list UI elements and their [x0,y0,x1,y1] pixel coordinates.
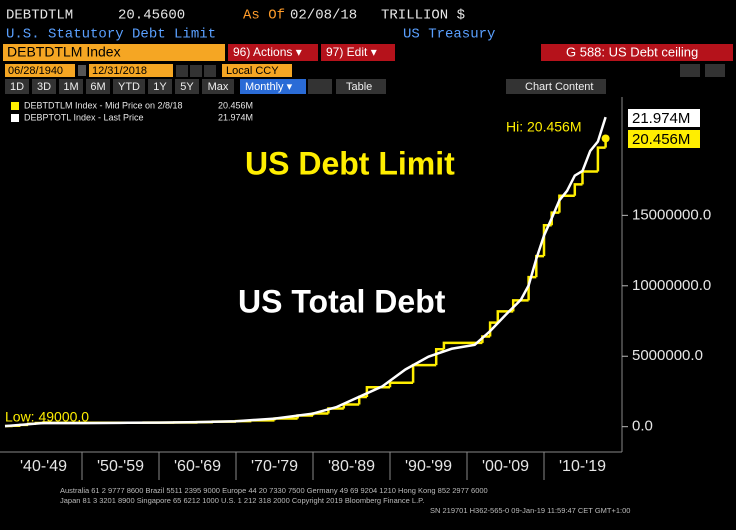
x-tick-label: '10-'19 [559,458,606,475]
limit-step [434,347,444,366]
y-tick-label: 5000000.0 [632,347,703,364]
date-sep [78,65,86,76]
security[interactable]: DEBTDTLM Index [7,44,121,60]
period-button[interactable] [113,79,145,94]
x-tick-label: '60-'69 [174,458,221,475]
price: 20.45600 [118,8,185,24]
legend-value: 21.974M [218,112,253,122]
last-value-box [628,130,700,148]
frequency-button[interactable] [240,79,306,94]
period-button[interactable] [148,79,172,94]
table[interactable]: Table [346,81,372,93]
period[interactable]: 6M [90,81,105,93]
last-value-label: 21.974M [632,110,690,127]
x-tick-label: '80-'89 [328,458,375,475]
end-date[interactable]: 12/31/2018 [92,65,147,77]
legend-value: 20.456M [218,100,253,110]
security-field[interactable] [3,44,225,61]
source: US Treasury [403,27,495,43]
end-date-field[interactable] [89,64,173,77]
function: G 588: US Debt ceiling [566,44,698,59]
period-button[interactable] [59,79,83,94]
settings-button[interactable] [705,64,725,77]
period[interactable]: 1Y [153,81,167,93]
footer-line: Japan 81 3 3201 8900 Singapore 65 6212 1… [60,496,424,505]
x-tick-label: '50-'59 [97,458,144,475]
period-button[interactable] [86,79,110,94]
period[interactable]: 3D [37,81,51,93]
period-button[interactable] [5,79,29,94]
period-buttons: 1D 3D 1M 6M YTD 1Y 5Y Max [5,79,234,94]
currency[interactable]: Local CCY [226,65,279,77]
last-value-box [628,109,700,127]
calendar-button[interactable] [176,65,188,77]
prev-button[interactable] [190,65,202,77]
y-tick-label: 10000000.0 [632,277,711,294]
footer-line: SN 219701 H362-565-0 09-Jan-19 11:59:47 … [430,506,630,515]
period[interactable]: 5Y [180,81,194,93]
annotation: US Total Debt [238,283,446,319]
limit-step [573,183,583,196]
chart-content[interactable]: Chart Content [525,81,593,93]
x-tick-label: '70-'79 [251,458,298,475]
start-date[interactable]: 06/28/1940 [8,65,63,77]
period[interactable]: 1M [63,81,78,93]
period[interactable]: Max [208,81,229,93]
limit-step [596,146,606,172]
actions-button[interactable] [228,44,318,61]
period[interactable]: 1D [10,81,24,93]
limit-step [388,381,414,388]
legend-label: DEBTDTLM Index - Mid Price on 2/8/18 [24,100,183,110]
debt-line [4,116,607,428]
x-tick-label: '40-'49 [20,458,67,475]
annotation: Hi: 20.456M [506,119,581,135]
chart-type-button[interactable] [308,79,332,94]
limit-step [442,341,483,350]
y-tick-label: 15000000.0 [632,206,711,223]
period-button[interactable] [202,79,234,94]
start-date-field[interactable] [5,64,75,77]
units: TRILLION $ [381,8,465,24]
footer-line: Australia 61 2 9777 8600 Brazil 5511 239… [60,486,488,495]
as-of: As Of [243,8,285,24]
period[interactable]: YTD [118,81,140,93]
date: 02/08/18 [290,8,357,24]
y-tick-label: 0.0 [632,418,653,435]
legend-swatch [11,102,19,110]
chart-content-button[interactable] [506,79,606,94]
edit-button[interactable] [321,44,395,61]
ticker: DEBTDTLM [6,8,73,24]
legend-swatch [11,114,19,122]
undo-button[interactable] [680,64,700,77]
legend-label: DEBPTOTL Index - Last Price [24,112,144,122]
chart: 0.0 5000000.0 10000000.0 15000000.0 '40-'49 '… [0,97,711,480]
last-value-label: 20.456M [632,131,690,148]
edit[interactable]: 97) Edit ▾ [326,45,377,59]
high-dot [601,134,610,143]
currency-field[interactable] [222,64,292,77]
table-button[interactable] [336,79,386,94]
annotation: Low: 49000.0 [5,409,89,425]
actions[interactable]: 96) Actions ▾ [233,45,302,59]
frequency[interactable]: Monthly ▾ [245,81,293,93]
annotation: US Debt Limit [245,145,455,181]
limit-step [558,194,575,213]
period-button[interactable] [175,79,199,94]
x-tick-label: '00-'09 [482,458,529,475]
x-tick-label: '90-'99 [405,458,452,475]
period-button[interactable] [32,79,56,94]
function-bar [541,44,733,61]
next-button[interactable] [204,65,216,77]
limit-step [527,275,537,301]
description: U.S. Statutory Debt Limit [6,27,216,43]
